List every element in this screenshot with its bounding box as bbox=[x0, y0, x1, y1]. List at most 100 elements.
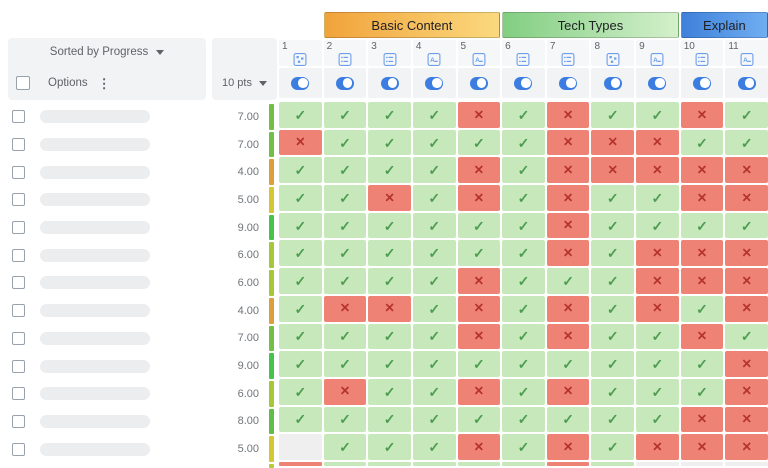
answer-cell[interactable]: ✕ bbox=[457, 268, 501, 294]
answer-cell[interactable]: ✕ bbox=[546, 295, 590, 322]
answer-cell[interactable]: ✕ bbox=[457, 434, 501, 460]
answer-cell[interactable]: ✕ bbox=[546, 240, 590, 267]
answer-cell[interactable]: ✓ bbox=[412, 351, 456, 377]
answer-cell[interactable]: ✓ bbox=[636, 102, 679, 128]
question-header-cell[interactable]: 10 bbox=[680, 40, 724, 66]
answer-cell[interactable]: ✕ bbox=[636, 240, 679, 267]
answer-cell[interactable]: ✕ bbox=[591, 129, 635, 156]
answer-cell[interactable]: ✓ bbox=[502, 406, 545, 433]
answer-cell[interactable]: ✓ bbox=[279, 351, 322, 377]
answer-cell[interactable]: ✓ bbox=[680, 351, 724, 377]
answer-cell[interactable]: ✓ bbox=[368, 240, 411, 267]
answer-cell[interactable] bbox=[680, 461, 724, 466]
answer-cell[interactable] bbox=[636, 461, 679, 466]
answer-cell[interactable]: ✕ bbox=[636, 268, 679, 294]
answer-cell[interactable]: ✓ bbox=[323, 268, 367, 294]
answer-cell[interactable]: ✕ bbox=[725, 185, 768, 211]
row-checkbox[interactable] bbox=[12, 276, 25, 290]
answer-cell[interactable]: ✕ bbox=[368, 295, 411, 322]
answer-cell[interactable] bbox=[457, 461, 501, 466]
answer-cell[interactable]: ✓ bbox=[502, 212, 545, 239]
answer-cell[interactable]: ✓ bbox=[502, 295, 545, 322]
answer-cell[interactable]: ✓ bbox=[502, 157, 545, 184]
answer-cell[interactable]: ✕ bbox=[636, 157, 679, 184]
row-checkbox[interactable] bbox=[12, 359, 25, 373]
kebab-menu-icon[interactable]: ⋮ bbox=[97, 75, 111, 91]
answer-cell[interactable]: ✕ bbox=[680, 185, 724, 211]
answer-cell[interactable]: ✕ bbox=[323, 295, 367, 322]
answer-cell[interactable]: ✓ bbox=[680, 212, 724, 239]
answer-cell[interactable]: ✓ bbox=[636, 323, 679, 350]
answer-cell[interactable]: ✓ bbox=[457, 351, 501, 377]
answer-cell[interactable]: ✕ bbox=[680, 157, 724, 184]
answer-cell[interactable]: ✓ bbox=[457, 406, 501, 433]
row-checkbox[interactable] bbox=[12, 331, 25, 345]
answer-cell[interactable]: ✕ bbox=[725, 268, 768, 294]
answer-cell[interactable] bbox=[502, 461, 545, 466]
answer-cell[interactable]: ✓ bbox=[279, 240, 322, 267]
select-all-checkbox[interactable] bbox=[16, 76, 30, 90]
answer-cell[interactable]: ✕ bbox=[546, 378, 590, 405]
answer-cell[interactable]: ✓ bbox=[502, 323, 545, 350]
answer-cell[interactable]: ✕ bbox=[725, 378, 768, 405]
answer-cell[interactable]: ✓ bbox=[279, 378, 322, 405]
answer-cell[interactable]: ✓ bbox=[368, 378, 411, 405]
grading-toggle[interactable] bbox=[559, 76, 578, 90]
answer-cell[interactable]: ✓ bbox=[502, 268, 545, 294]
answer-cell[interactable]: ✓ bbox=[680, 295, 724, 322]
question-header-cell[interactable]: 2 bbox=[323, 40, 367, 66]
row-checkbox[interactable] bbox=[12, 414, 25, 428]
answer-cell[interactable]: ✓ bbox=[412, 268, 456, 294]
answer-cell[interactable]: ✕ bbox=[725, 406, 768, 433]
answer-cell[interactable]: ✓ bbox=[323, 434, 367, 460]
answer-cell[interactable]: ✓ bbox=[636, 406, 679, 433]
answer-cell[interactable] bbox=[323, 461, 367, 466]
row-checkbox[interactable] bbox=[12, 221, 25, 235]
answer-cell[interactable]: ✓ bbox=[412, 102, 456, 128]
answer-cell[interactable]: ✓ bbox=[412, 295, 456, 322]
answer-cell[interactable]: ✓ bbox=[636, 212, 679, 239]
answer-cell[interactable]: ✓ bbox=[412, 323, 456, 350]
answer-cell[interactable]: ✓ bbox=[591, 434, 635, 460]
grading-toggle[interactable] bbox=[693, 76, 712, 90]
answer-cell[interactable]: ✕ bbox=[725, 351, 768, 377]
answer-cell[interactable]: ✓ bbox=[591, 240, 635, 267]
answer-cell[interactable] bbox=[279, 461, 322, 466]
answer-cell[interactable]: ✓ bbox=[279, 157, 322, 184]
question-header-cell[interactable]: 7 bbox=[546, 40, 590, 66]
answer-cell[interactable]: ✓ bbox=[279, 406, 322, 433]
answer-cell[interactable]: ✓ bbox=[368, 157, 411, 184]
answer-cell[interactable]: ✓ bbox=[457, 212, 501, 239]
answer-cell[interactable]: ✕ bbox=[725, 240, 768, 267]
row-checkbox[interactable] bbox=[12, 138, 25, 152]
answer-cell[interactable]: ✓ bbox=[368, 268, 411, 294]
row-checkbox[interactable] bbox=[12, 193, 25, 207]
answer-cell[interactable]: ✓ bbox=[279, 102, 322, 128]
answer-cell[interactable]: ✓ bbox=[502, 240, 545, 267]
answer-cell[interactable]: ✓ bbox=[725, 102, 768, 128]
answer-cell[interactable]: ✓ bbox=[368, 434, 411, 460]
answer-cell[interactable]: ✕ bbox=[680, 102, 724, 128]
answer-cell[interactable]: ✓ bbox=[636, 185, 679, 211]
grading-toggle[interactable] bbox=[737, 76, 756, 90]
answer-cell[interactable]: ✕ bbox=[457, 157, 501, 184]
answer-cell[interactable]: ✓ bbox=[412, 129, 456, 156]
answer-cell[interactable]: ✓ bbox=[368, 323, 411, 350]
answer-cell[interactable]: ✓ bbox=[546, 406, 590, 433]
answer-cell[interactable]: ✕ bbox=[546, 185, 590, 211]
question-header-cell[interactable]: 11 A bbox=[725, 40, 768, 66]
answer-cell[interactable]: ✓ bbox=[680, 129, 724, 156]
answer-cell[interactable]: ✓ bbox=[368, 351, 411, 377]
answer-cell[interactable]: ✓ bbox=[591, 378, 635, 405]
answer-cell[interactable]: ✕ bbox=[279, 129, 322, 156]
grading-toggle[interactable] bbox=[291, 76, 310, 90]
answer-cell[interactable]: ✓ bbox=[502, 129, 545, 156]
answer-cell[interactable]: ✕ bbox=[725, 434, 768, 460]
answer-cell[interactable]: ✓ bbox=[457, 129, 501, 156]
row-checkbox[interactable] bbox=[12, 110, 25, 124]
answer-cell[interactable]: ✕ bbox=[457, 378, 501, 405]
answer-cell[interactable] bbox=[725, 461, 768, 466]
question-header-cell[interactable]: 1 bbox=[279, 40, 322, 66]
answer-cell[interactable]: ✕ bbox=[457, 102, 501, 128]
